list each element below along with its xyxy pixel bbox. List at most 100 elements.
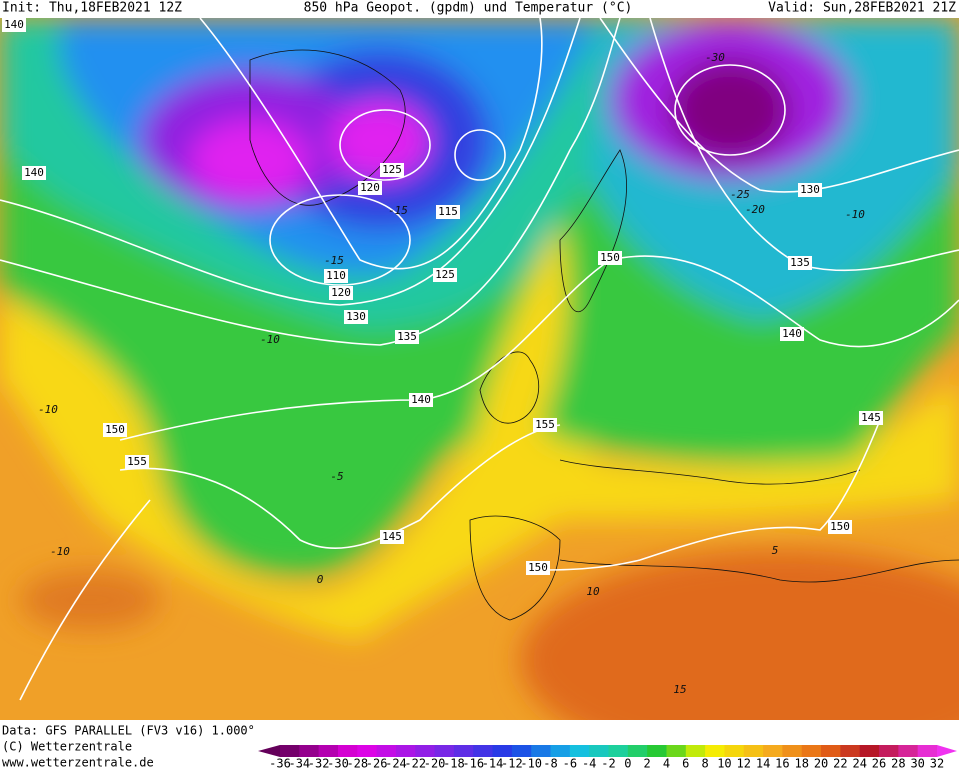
scale-swatch [280, 745, 300, 757]
label-box [526, 561, 550, 575]
scale-swatch [840, 745, 861, 757]
scale-swatch [859, 745, 880, 757]
scale-label: 4 [663, 757, 670, 770]
scale-swatch [453, 745, 474, 757]
label-box [358, 181, 382, 195]
temperature-label: -10 [260, 333, 280, 346]
scale-swatch [511, 745, 532, 757]
scale-label: 18 [795, 757, 809, 770]
init-time: Init: Thu,18FEB2021 12Z [2, 1, 182, 16]
scale-label: 0 [624, 757, 631, 770]
label-box [395, 330, 419, 344]
temperature-label: -15 [324, 254, 344, 267]
scale-label: 30 [910, 757, 924, 770]
scale-swatch [395, 745, 416, 757]
geopotential-label: 140 [411, 393, 431, 406]
scale-label: -2 [601, 757, 615, 770]
scale-label: -10 [520, 757, 542, 770]
scale-label: -32 [308, 757, 330, 770]
scale-swatch [898, 745, 919, 757]
scale-label: 32 [930, 757, 944, 770]
label-box [828, 520, 852, 534]
label-box [433, 268, 457, 282]
scale-label: -16 [462, 757, 484, 770]
temperature-label: -10 [38, 403, 58, 416]
scale-label: 10 [717, 757, 731, 770]
color-scale: -36-34-32-30-28-26-24-22-20-18-16-14-12-… [258, 745, 957, 770]
geopotential-label: 120 [331, 286, 351, 299]
scale-swatch [724, 745, 745, 757]
scale-label: 28 [891, 757, 905, 770]
scale-label: -24 [385, 757, 407, 770]
label-box [409, 393, 433, 407]
geopotential-label: 125 [435, 268, 455, 281]
scale-label: 22 [833, 757, 847, 770]
geopotential-label: 135 [397, 330, 417, 343]
scale-swatch [569, 745, 590, 757]
scale-label: 20 [814, 757, 828, 770]
label-box [780, 327, 804, 341]
scale-swatch [337, 745, 358, 757]
scale-label: 14 [756, 757, 770, 770]
scale-label: 8 [702, 757, 709, 770]
scale-swatch [763, 745, 783, 757]
geopotential-label: 110 [326, 269, 346, 282]
scale-label: -12 [501, 757, 523, 770]
scale-swatch [821, 745, 841, 757]
geopotential-label: 145 [861, 411, 881, 424]
temperature-label: -10 [50, 545, 70, 558]
label-box [533, 418, 557, 432]
scale-label: 16 [775, 757, 789, 770]
temperature-label: 5 [772, 544, 779, 557]
geopotential-label: 155 [127, 455, 147, 468]
scale-label: 26 [872, 757, 886, 770]
label-box [788, 256, 812, 270]
scale-swatch [589, 745, 609, 757]
scale-label: -34 [288, 757, 310, 770]
geopotential-label: 150 [830, 520, 850, 533]
geopotential-label: 130 [800, 183, 820, 196]
scale-label: -8 [543, 757, 557, 770]
temperature-label: -10 [845, 208, 865, 221]
scale-label: -20 [424, 757, 446, 770]
scale-label: 24 [852, 757, 866, 770]
scale-label: -6 [563, 757, 577, 770]
scale-label: -18 [443, 757, 465, 770]
geopotential-label: 140 [24, 166, 44, 179]
scale-label: 12 [737, 757, 751, 770]
temperature-label: 10 [586, 585, 600, 598]
scale-label: -36 [269, 757, 291, 770]
scale-swatch [473, 745, 494, 757]
geopotential-contours [0, 18, 959, 701]
label-box [324, 269, 348, 283]
label-box [380, 530, 404, 544]
valid-time: Valid: Sun,28FEB2021 21Z [768, 1, 956, 16]
scale-swatch [318, 745, 339, 757]
label-box [2, 18, 26, 32]
scale-swatch [666, 745, 687, 757]
scale-label: -28 [346, 757, 368, 770]
geopotential-label: 130 [346, 310, 366, 323]
scale-swatch [782, 745, 803, 757]
label-box [798, 183, 822, 197]
scale-swatch [647, 745, 667, 757]
scale-swatch [357, 745, 378, 757]
scale-arrow-left [258, 745, 280, 757]
geopotential-label: 135 [790, 256, 810, 269]
scale-arrow-right [937, 745, 957, 757]
temperature-label: -15 [388, 204, 408, 217]
temperature-label: -25 [730, 188, 750, 201]
geopotential-label: 150 [105, 423, 125, 436]
temperature-label: 15 [673, 683, 686, 696]
scale-swatch [743, 745, 764, 757]
scale-swatch [376, 745, 397, 757]
scale-label: 2 [644, 757, 651, 770]
temperature-label: 0 [317, 573, 324, 586]
temperature-label: -20 [745, 203, 765, 216]
geopotential-label: 125 [382, 163, 402, 176]
map-title: 850 hPa Geopot. (gpdm) und Temperatur (°… [304, 1, 633, 16]
scale-swatch [879, 745, 899, 757]
